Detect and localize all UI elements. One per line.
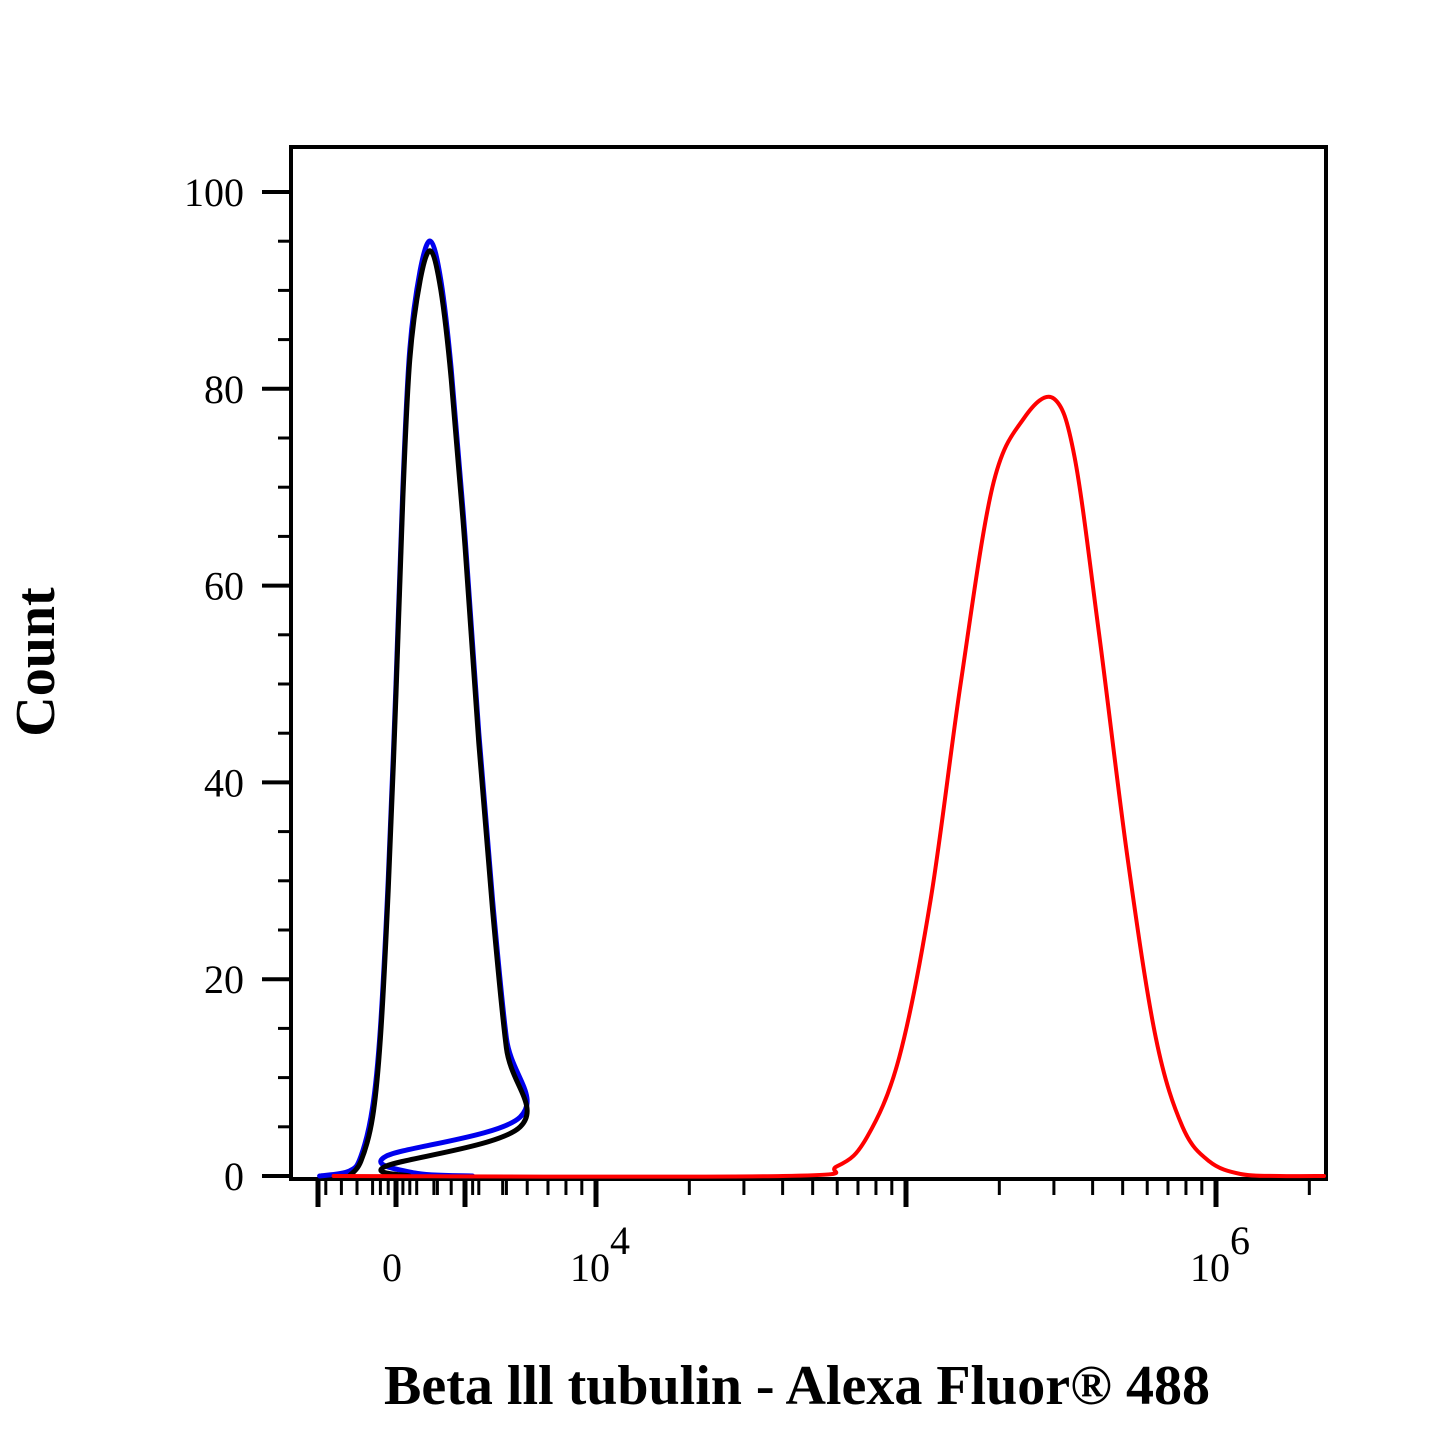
- y-tick-label: 100: [184, 170, 244, 215]
- x-axis-title: Beta lll tubulin - Alexa Fluor® 488: [384, 1355, 1210, 1417]
- y-axis-title: Count: [5, 587, 67, 737]
- y-tick-label: 40: [204, 760, 244, 805]
- x-tick-label: 10: [570, 1245, 610, 1290]
- series-layer: [317, 238, 1326, 1179]
- y-axis: 0 20 40 60 80 100: [184, 170, 291, 1199]
- x-axis: 0104106108: [315, 1179, 1311, 1290]
- y-tick-label: 80: [204, 367, 244, 412]
- y-tick-label: 60: [204, 564, 244, 609]
- series-red-line: [331, 394, 1326, 1179]
- y-tick-label: 20: [204, 957, 244, 1002]
- y-tick-label: 0: [224, 1154, 244, 1199]
- x-tick-label: 0: [382, 1245, 402, 1290]
- x-tick-label: 10: [1190, 1245, 1230, 1290]
- plot-frame: [289, 145, 1328, 1181]
- series-black-line: [346, 248, 530, 1179]
- x-tick-exponent: 6: [1230, 1218, 1250, 1263]
- x-tick-exponent: 4: [610, 1218, 630, 1263]
